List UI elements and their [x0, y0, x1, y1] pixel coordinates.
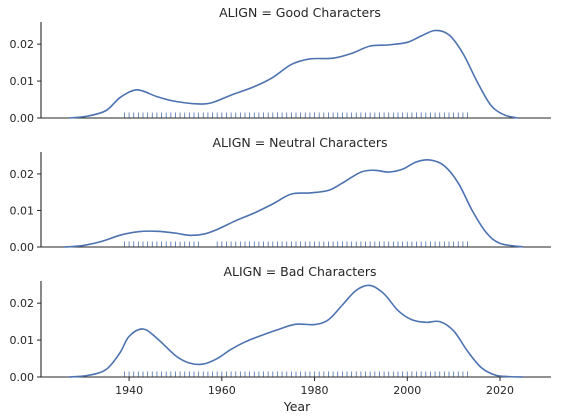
y-tick-label: 0.00	[10, 371, 35, 384]
panel-title: ALIGN = Neutral Characters	[213, 135, 388, 150]
y-tick-label: 0.01	[10, 204, 35, 217]
y-tick-label: 0.00	[10, 241, 35, 254]
panel-2: ALIGN = Neutral Characters 0.00 0.01 0.02	[10, 135, 551, 254]
x-tick-label: 1940	[115, 384, 143, 397]
y-tick-label: 0.01	[10, 75, 35, 88]
x-tick-label: 2020	[486, 384, 514, 397]
y-tick-label: 0.02	[10, 38, 35, 51]
kde-curve	[68, 29, 519, 119]
panel-1: ALIGN = Good Characters 0.00 0.01 0.02	[10, 5, 551, 125]
kde-curve	[68, 284, 524, 378]
x-tick-label: 1980	[301, 384, 329, 397]
x-tick-label: 1960	[208, 384, 236, 397]
y-tick-label: 0.02	[10, 168, 35, 181]
y-tick-label: 0.00	[10, 112, 35, 125]
y-tick-label: 0.02	[10, 297, 35, 310]
y-tick-label: 0.01	[10, 334, 35, 347]
panel-3: ALIGN = Bad Characters 0.00 0.01 0.02 1940 19…	[10, 264, 551, 414]
x-tick-label: 2000	[393, 384, 421, 397]
kde-curve	[64, 159, 524, 248]
x-axis-label: Year	[283, 399, 311, 414]
panel-title: ALIGN = Bad Characters	[223, 264, 376, 279]
panel-title: ALIGN = Good Characters	[219, 5, 381, 20]
